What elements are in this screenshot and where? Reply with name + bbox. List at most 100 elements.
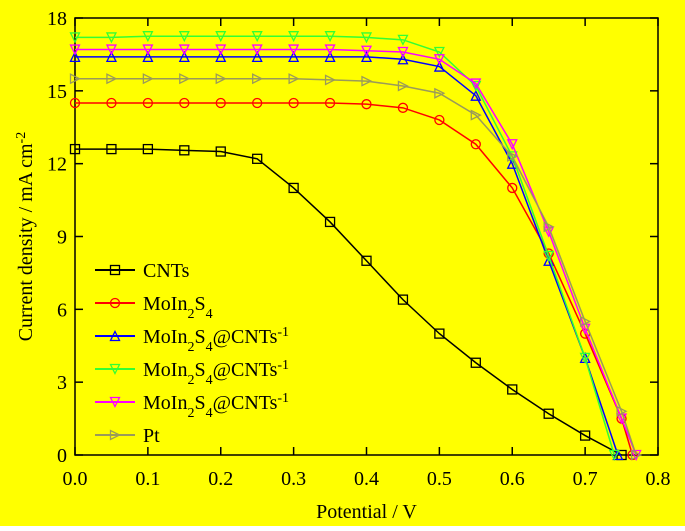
data-point	[106, 73, 118, 85]
series-line	[75, 102, 634, 456]
data-point	[324, 44, 336, 56]
data-point	[507, 384, 518, 395]
data-point	[507, 182, 518, 194]
data-point	[324, 97, 336, 109]
data-point	[179, 97, 190, 109]
y-tick-label: 18	[47, 8, 67, 30]
series-line	[75, 48, 637, 456]
data-point	[288, 182, 299, 194]
data-point	[612, 449, 624, 461]
data-point	[507, 150, 519, 162]
data-point	[433, 60, 445, 72]
x-tick-label: 0.1	[135, 468, 160, 490]
y-tick-label: 12	[47, 154, 67, 176]
data-point	[215, 97, 226, 109]
legend-label: MoIn2S4	[143, 293, 213, 322]
data-point	[251, 44, 263, 56]
data-point	[397, 294, 409, 305]
data-point	[433, 46, 445, 58]
data-point	[179, 73, 191, 85]
legend-label: Pt	[143, 425, 160, 447]
data-point	[506, 151, 518, 163]
data-point	[543, 250, 555, 262]
data-point	[105, 32, 117, 44]
legend-label: MoIn2S4@CNTs-1	[143, 325, 289, 355]
x-axis-title: Potential / V	[316, 501, 417, 523]
y-tick-label: 3	[57, 372, 67, 394]
data-point	[142, 97, 154, 109]
data-point	[69, 73, 81, 85]
data-point	[361, 255, 372, 266]
data-point	[434, 328, 445, 339]
x-tick-label: 0.5	[427, 468, 452, 490]
data-point	[215, 146, 226, 157]
data-point	[397, 80, 409, 92]
legend-label: MoIn2S4@CNTs-1	[143, 358, 289, 388]
data-point	[470, 139, 481, 150]
data-point	[142, 143, 154, 155]
legend-marker	[109, 363, 121, 375]
data-point	[252, 153, 263, 164]
data-point	[288, 50, 300, 62]
data-point	[470, 78, 482, 90]
data-point	[215, 31, 227, 43]
data-point	[433, 54, 445, 66]
x-tick-label: 0.3	[281, 468, 306, 490]
data-point	[630, 449, 643, 461]
data-point	[397, 53, 409, 65]
data-point	[360, 45, 373, 57]
data-point	[324, 31, 336, 43]
series-line	[75, 56, 619, 456]
data-point	[397, 102, 409, 113]
data-point	[142, 31, 154, 43]
data-point	[543, 221, 555, 233]
data-point	[397, 34, 409, 46]
data-point	[470, 109, 482, 121]
plot-frame	[74, 17, 659, 456]
data-point	[69, 97, 81, 109]
data-point	[142, 50, 154, 62]
data-point	[360, 50, 373, 62]
data-point	[579, 352, 591, 364]
data-point	[178, 50, 190, 62]
data-point	[397, 46, 409, 58]
data-point	[543, 408, 554, 419]
x-tick-label: 0.2	[208, 468, 233, 490]
data-point	[178, 44, 190, 56]
data-point	[608, 449, 620, 461]
data-point	[252, 73, 264, 85]
data-point	[579, 315, 592, 328]
data-point	[361, 99, 372, 110]
legend-label: CNTs	[143, 260, 190, 282]
data-point	[142, 73, 154, 85]
x-tick-label: 0.4	[354, 468, 379, 490]
data-point	[361, 75, 373, 87]
data-point	[434, 87, 446, 99]
data-point	[105, 50, 117, 62]
x-tick-label: 0.6	[500, 468, 525, 490]
x-tick-label: 0.8	[646, 468, 671, 490]
data-point	[215, 50, 227, 62]
data-point	[179, 145, 190, 156]
data-point	[579, 430, 591, 441]
data-point	[470, 357, 481, 368]
data-point	[288, 31, 300, 43]
data-point	[252, 97, 263, 109]
data-point	[142, 44, 154, 56]
y-axis-title: Current density / mA cm-2	[14, 132, 38, 341]
series-line	[75, 77, 637, 456]
data-point	[324, 216, 336, 228]
y-tick-label: 9	[57, 227, 67, 249]
data-point	[616, 405, 628, 417]
data-point	[106, 143, 117, 155]
data-point	[470, 89, 482, 101]
data-point	[630, 449, 642, 461]
legend-marker	[109, 264, 121, 276]
data-point	[251, 31, 263, 43]
series-line	[75, 148, 622, 456]
y-tick-label: 15	[47, 81, 67, 103]
data-point	[69, 32, 81, 44]
data-point	[178, 31, 190, 43]
data-point	[324, 74, 337, 86]
